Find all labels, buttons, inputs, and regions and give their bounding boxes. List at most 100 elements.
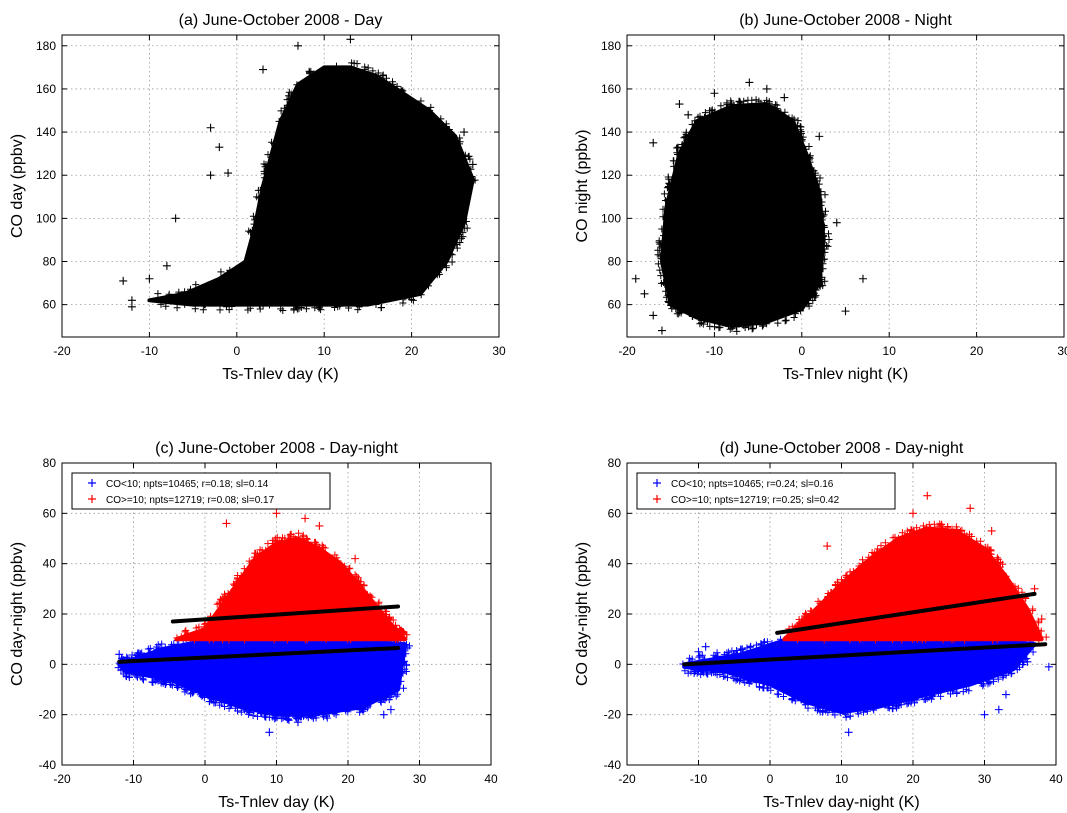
y-tick-label: 80 — [608, 255, 622, 269]
legend-marker — [653, 479, 661, 487]
plot-marks — [119, 35, 479, 314]
x-tick-label: 40 — [1049, 772, 1063, 786]
scatter-point — [272, 509, 281, 518]
x-tick-label: 30 — [413, 772, 427, 786]
scatter-point — [832, 218, 841, 227]
y-tick-label: 140 — [36, 125, 56, 139]
scatter-point — [224, 169, 233, 178]
y-axis-label: CO day-night (ppbv) — [574, 542, 591, 686]
scatter-point — [386, 705, 395, 714]
y-tick-label: 40 — [43, 557, 57, 571]
scatter-point — [186, 685, 195, 694]
scatter-point — [684, 110, 693, 119]
x-tick-label: 30 — [1057, 344, 1067, 358]
fit-line — [682, 642, 1048, 667]
scatter-point — [694, 647, 703, 656]
scatter-point — [1023, 657, 1032, 666]
plot-marks — [631, 78, 867, 335]
y-tick-label: 80 — [43, 255, 57, 269]
scatter-point — [136, 650, 145, 659]
scatter-point — [815, 132, 824, 141]
scatter-point — [433, 268, 442, 277]
y-tick-label: 40 — [608, 557, 622, 571]
scatter-point — [460, 184, 469, 193]
scatter-point — [710, 89, 719, 98]
legend-label: CO<10; npts=10465; r=0.24; sl=0.16 — [671, 479, 834, 490]
legend: CO<10; npts=10465; r=0.24; sl=0.16 CO>=10… — [636, 472, 896, 510]
scatter-point — [649, 138, 658, 147]
x-tick-label: 0 — [767, 772, 774, 786]
scatter-point — [127, 296, 136, 305]
scatter-point — [1044, 662, 1053, 671]
y-tick-label: 120 — [36, 168, 56, 182]
x-axis-label: Ts-Tnlev day-night (K) — [763, 794, 920, 811]
fit-line — [117, 645, 401, 664]
scatter-point — [206, 123, 215, 132]
scatter-point — [206, 171, 215, 180]
scatter-point — [301, 514, 310, 523]
x-axis-label: Ts-Tnlev night (K) — [783, 366, 908, 383]
scatter-point — [460, 128, 469, 137]
x-tick-label: 20 — [970, 344, 984, 358]
scatter-point — [649, 311, 658, 320]
axes-frame — [61, 34, 500, 338]
y-tick-label: -40 — [39, 758, 57, 772]
scatter-point — [675, 100, 684, 109]
series-0 — [119, 35, 479, 314]
scatter-point — [468, 160, 477, 169]
chart-title: (b) June-October 2008 - Night — [739, 12, 952, 29]
scatter-point — [115, 650, 124, 659]
x-tick-label: -10 — [125, 772, 143, 786]
scatter-point — [265, 728, 274, 737]
x-tick-label: 20 — [341, 772, 355, 786]
scatter-point — [315, 521, 324, 530]
fit-line — [775, 591, 1037, 635]
scatter-edge-points — [654, 96, 833, 335]
scatter-point — [631, 274, 640, 283]
y-axis-label: CO day (ppbv) — [9, 134, 26, 238]
series-1 — [782, 491, 1050, 644]
x-tick-label: -20 — [53, 772, 71, 786]
scatter-point — [657, 326, 666, 335]
legend-marker — [88, 495, 96, 503]
x-tick-label: 20 — [405, 344, 419, 358]
x-tick-label: 0 — [202, 772, 209, 786]
scatter-edge-points — [785, 520, 1050, 644]
y-tick-label: 60 — [43, 506, 57, 520]
scatter-cloud — [782, 526, 1044, 642]
scatter-point — [701, 642, 710, 651]
x-tick-label: 0 — [798, 344, 805, 358]
scatter-point — [293, 41, 302, 50]
series-1 — [173, 509, 411, 644]
y-tick-label: 0 — [614, 657, 621, 671]
scatter-point — [222, 519, 231, 528]
y-tick-label: 20 — [608, 607, 622, 621]
scatter-edge-points — [154, 59, 479, 314]
x-tick-label: 20 — [906, 772, 920, 786]
y-axis-label: CO day-night (ppbv) — [9, 542, 26, 686]
scatter-point — [844, 728, 853, 737]
legend-label: CO>=10; npts=12719; r=0.25; sl=0.42 — [671, 495, 840, 506]
scatter-point — [215, 143, 224, 152]
scatter-point — [841, 307, 850, 316]
plot-marks — [114, 509, 413, 737]
y-tick-label: -20 — [604, 708, 622, 722]
x-tick-label: 40 — [484, 772, 498, 786]
panel-a: -20 -10 0 10 20 30 60 80 100 120 140 160 180 (a) June… — [9, 12, 506, 383]
y-tick-label: 160 — [601, 82, 621, 96]
scatter-point — [745, 78, 754, 87]
x-tick-label: 10 — [318, 344, 332, 358]
legend-marker — [88, 479, 96, 487]
scatter-point — [987, 526, 996, 535]
scatter-point — [640, 289, 649, 298]
scatter-point — [145, 274, 154, 283]
scatter-cloud — [660, 102, 826, 329]
series-0 — [631, 78, 867, 335]
panel-b: -20 -10 0 10 20 30 60 80 100 120 140 160 180 (b) June… — [574, 12, 1067, 383]
y-tick-label: 60 — [608, 506, 622, 520]
x-axis-label: Ts-Tnlev day (K) — [222, 366, 338, 383]
scatter-point — [1037, 615, 1046, 624]
scatter-edge-points — [173, 529, 411, 644]
plot-marks — [679, 491, 1053, 737]
